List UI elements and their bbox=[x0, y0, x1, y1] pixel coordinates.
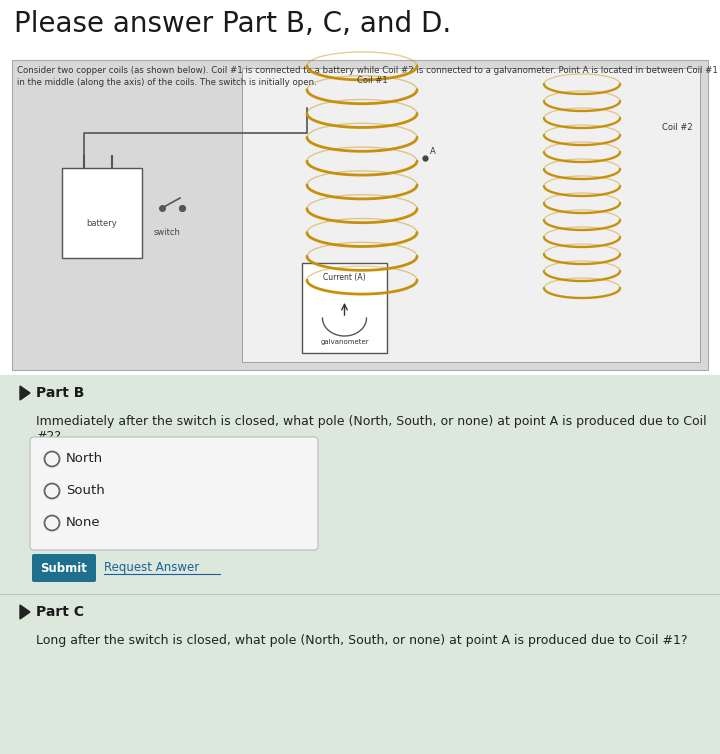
Text: Request Answer: Request Answer bbox=[104, 562, 199, 575]
Bar bbox=[302, 263, 387, 353]
FancyBboxPatch shape bbox=[30, 437, 318, 550]
Text: South: South bbox=[66, 485, 104, 498]
FancyBboxPatch shape bbox=[32, 554, 96, 582]
Text: galvanometer: galvanometer bbox=[320, 339, 369, 345]
Text: Coil #1: Coil #1 bbox=[356, 76, 387, 85]
FancyBboxPatch shape bbox=[12, 60, 708, 370]
Text: North: North bbox=[66, 452, 103, 465]
Text: None: None bbox=[66, 516, 101, 529]
Text: Coil #2: Coil #2 bbox=[662, 124, 693, 133]
Bar bbox=[0, 375, 720, 754]
Polygon shape bbox=[20, 605, 30, 619]
Text: Please answer Part B, C, and D.: Please answer Part B, C, and D. bbox=[14, 10, 451, 38]
Text: Part B: Part B bbox=[36, 386, 84, 400]
Text: Long after the switch is closed, what pole (North, South, or none) at point A is: Long after the switch is closed, what po… bbox=[36, 634, 688, 647]
Text: Part C: Part C bbox=[36, 605, 84, 619]
Text: switch: switch bbox=[153, 228, 181, 237]
Bar bbox=[242, 68, 700, 362]
Text: Submit: Submit bbox=[40, 562, 87, 575]
Text: Immediately after the switch is closed, what pole (North, South, or none) at poi: Immediately after the switch is closed, … bbox=[36, 415, 706, 443]
Text: Consider two copper coils (as shown below). Coil #1 is connected to a battery wh: Consider two copper coils (as shown belo… bbox=[17, 66, 720, 75]
Text: battery: battery bbox=[86, 219, 117, 228]
Text: Current (A): Current (A) bbox=[323, 273, 366, 282]
Text: in the middle (along the axis) of the coils. The switch is initially open.: in the middle (along the axis) of the co… bbox=[17, 78, 317, 87]
Polygon shape bbox=[20, 386, 30, 400]
Text: A: A bbox=[430, 147, 436, 156]
Bar bbox=[62, 168, 142, 258]
